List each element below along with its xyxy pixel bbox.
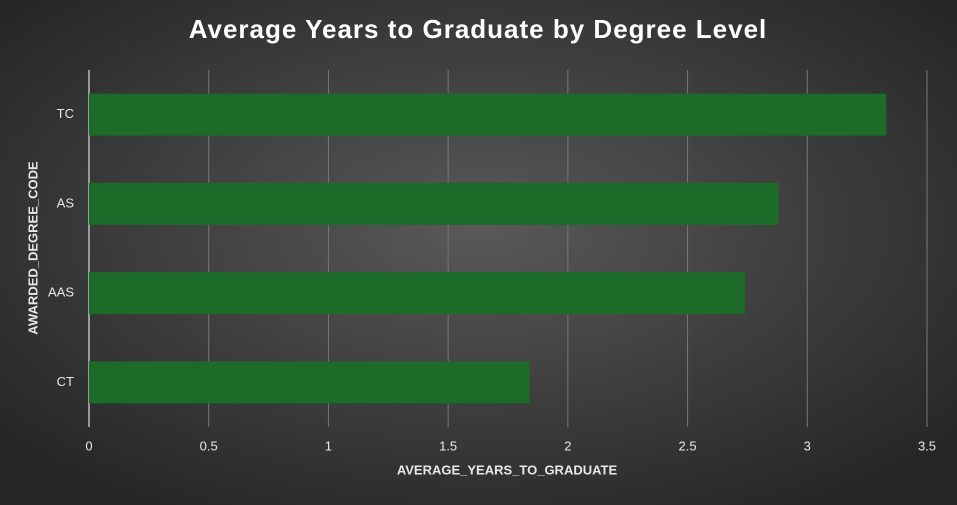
- x-tick-label: 1: [325, 438, 332, 453]
- x-axis-title: AVERAGE_YEARS_TO_GRADUATE: [397, 462, 618, 477]
- x-tick-label: 1.5: [439, 438, 457, 453]
- x-tick-label: 0.5: [200, 438, 218, 453]
- x-tick-label: 0: [85, 438, 92, 453]
- bar: [89, 182, 779, 225]
- x-tick-label: 2: [564, 438, 571, 453]
- bar: [89, 93, 887, 136]
- y-axis-title: AWARDED_DEGREE_CODE: [25, 161, 40, 335]
- x-tick-label: 3.5: [918, 438, 936, 453]
- y-tick-label: TC: [57, 106, 74, 121]
- x-tick-label: 2.5: [679, 438, 697, 453]
- y-tick-label: AAS: [48, 285, 74, 300]
- bar: [89, 361, 530, 404]
- y-tick-label: AS: [57, 195, 75, 210]
- bar: [89, 272, 746, 315]
- chart-title: Average Years to Graduate by Degree Leve…: [189, 14, 768, 44]
- x-tick-label: 3: [804, 438, 811, 453]
- y-tick-label: CT: [57, 374, 74, 389]
